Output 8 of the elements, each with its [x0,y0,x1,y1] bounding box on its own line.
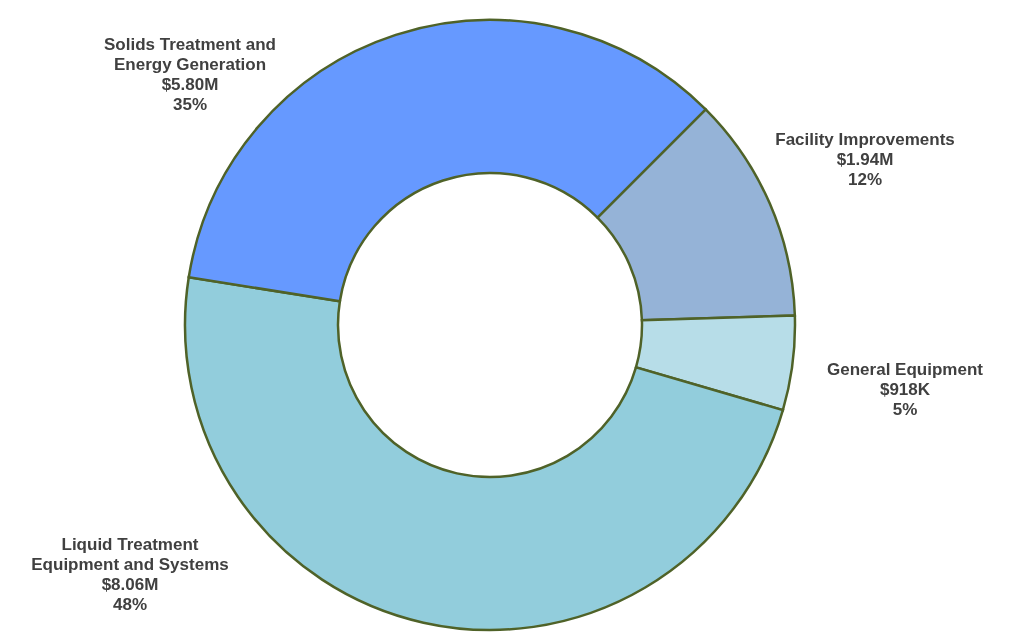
data-label: $8.06M 48% [101,575,159,614]
slice-label: General Equipment [827,360,984,379]
slice-label: Liquid Treatment Equipment and Systems [31,535,229,574]
slice-label: Facility Improvements [775,130,955,149]
data-label: $1.94M 12% [836,150,894,189]
slice-label: Solids Treatment and Energy Generation [104,35,276,74]
data-label: $918K 5% [879,380,931,419]
data-label: $5.80M 35% [161,75,219,114]
